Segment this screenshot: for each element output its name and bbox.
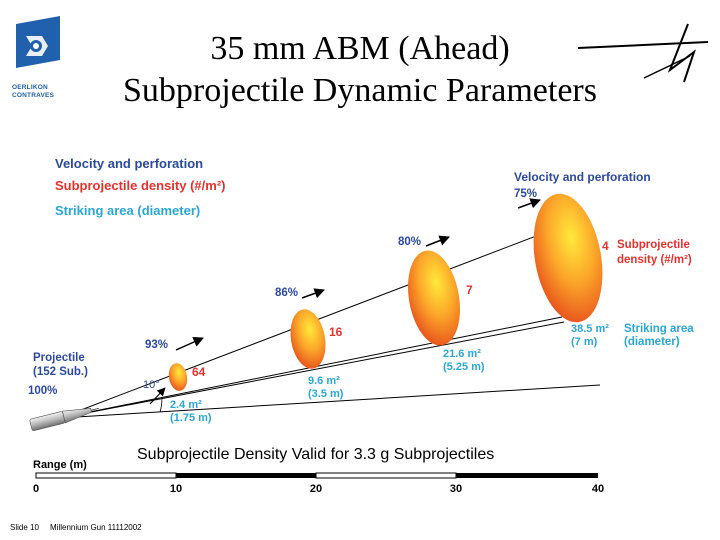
projectile-velocity: 100% — [28, 385, 57, 397]
legend-density: Subprojectile density (#/m²) — [55, 178, 225, 193]
trajectory-line-lower — [59, 384, 601, 419]
title-line2: Subprojectile Dynamic Parameters — [123, 72, 597, 109]
diameter-label-20m: (3.5 m) — [308, 388, 344, 400]
range-scale — [35, 472, 598, 479]
area-label-20m: 9.6 m² — [308, 375, 340, 387]
diameter-label-30m: (5.25 m) — [443, 361, 485, 373]
velocity-label-30m: 80% — [398, 236, 421, 248]
footer-event: Millennium Gun 11112002 — [50, 523, 142, 532]
logo-brand-line1: OERLIKON — [12, 84, 48, 91]
density-note: Subprojectile Density Valid for 3.3 g Su… — [137, 446, 494, 463]
velocity-arrow-30m — [425, 235, 450, 247]
density-label-20m: 16 — [329, 325, 343, 339]
coverage-ellipse-30m — [408, 250, 460, 346]
density-label-40m: 4 — [602, 239, 609, 253]
angle-arc — [159, 396, 163, 413]
range-label: Range (m) — [33, 459, 87, 471]
range-segment-20-30 — [315, 472, 457, 479]
legend-velocity: Velocity and perforation — [55, 156, 203, 171]
right-velocity-label: Velocity and perforation — [514, 170, 651, 184]
company-logo-icon — [578, 23, 708, 83]
diameter-label-10m: (1.75 m) — [170, 412, 212, 424]
density-label-30m: 7 — [466, 283, 473, 297]
slide-number: Slide 10 — [10, 523, 39, 532]
range-tick-40: 40 — [592, 483, 604, 495]
right-density-label-line2: density (#/m²) — [617, 254, 692, 266]
range-segment-0-10 — [35, 472, 177, 479]
coverage-ellipse-10m — [168, 363, 188, 391]
logo-brand-line2: CONTRAVES — [12, 92, 55, 99]
velocity-label-20m: 86% — [275, 287, 298, 299]
range-segment-30-40 — [456, 473, 598, 478]
projectile-shell-icon — [29, 407, 99, 431]
range-tick-20: 20 — [310, 483, 322, 495]
spread-angle: 10° — [143, 379, 160, 391]
right-area-label-line2: (diameter) — [624, 336, 680, 348]
legend-area: Striking area (diameter) — [55, 203, 200, 218]
page-title: 35 mm ABM (Ahead) Subprojectile Dynamic … — [60, 28, 660, 112]
projectile-label-line2: (152 Sub.) — [33, 366, 88, 378]
oerlikon-contraves-logo: OERLIKON CONTRAVES — [12, 16, 64, 106]
trajectory-lines — [59, 219, 601, 419]
velocity-label-40m: 75% — [514, 188, 537, 200]
density-label-10m: 64 — [192, 365, 206, 379]
title-line1: 35 mm ABM (Ahead) — [210, 30, 510, 67]
velocity-arrow-10m — [175, 337, 204, 351]
trajectory-line-upper — [59, 219, 579, 419]
velocity-arrow-40m — [517, 198, 541, 209]
trajectory-line-middle-2 — [59, 321, 565, 419]
area-label-10m: 2.4 m² — [170, 399, 202, 411]
area-label-40m: 38.5 m² — [571, 323, 609, 335]
area-label-30m: 21.6 m² — [443, 348, 481, 360]
area-arrow-10m — [149, 387, 166, 405]
coverage-ellipse-40m — [533, 193, 603, 323]
diameter-label-40m: (7 m) — [571, 336, 598, 348]
oerlikon-logo-icon — [16, 16, 60, 68]
range-segment-10-20 — [176, 473, 316, 478]
projectile-label-line1: Projectile — [33, 352, 85, 364]
range-tick-30: 30 — [450, 483, 462, 495]
velocity-label-10m: 93% — [145, 339, 168, 351]
right-area-label-line1: Striking area — [624, 323, 694, 335]
right-density-label-line1: Subprojectile — [617, 239, 690, 251]
coverage-ellipse-20m — [290, 309, 326, 369]
subprojectile-diagram: Velocity and perforation Subprojectile d… — [28, 156, 694, 495]
velocity-arrow-20m — [301, 288, 325, 299]
range-tick-10: 10 — [170, 483, 182, 495]
range-tick-0: 0 — [33, 483, 39, 495]
